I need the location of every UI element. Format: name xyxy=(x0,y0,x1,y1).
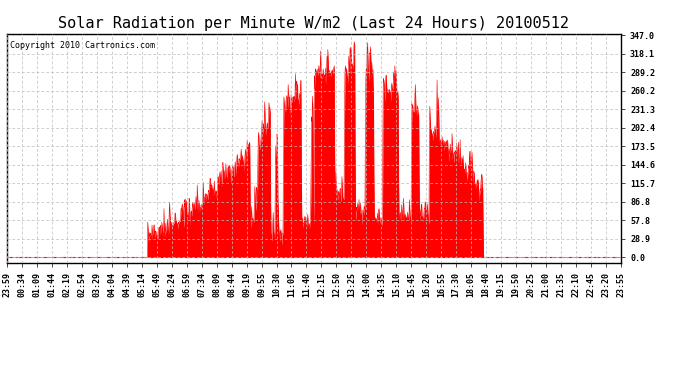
Text: Copyright 2010 Cartronics.com: Copyright 2010 Cartronics.com xyxy=(10,40,155,50)
Title: Solar Radiation per Minute W/m2 (Last 24 Hours) 20100512: Solar Radiation per Minute W/m2 (Last 24… xyxy=(59,16,569,31)
